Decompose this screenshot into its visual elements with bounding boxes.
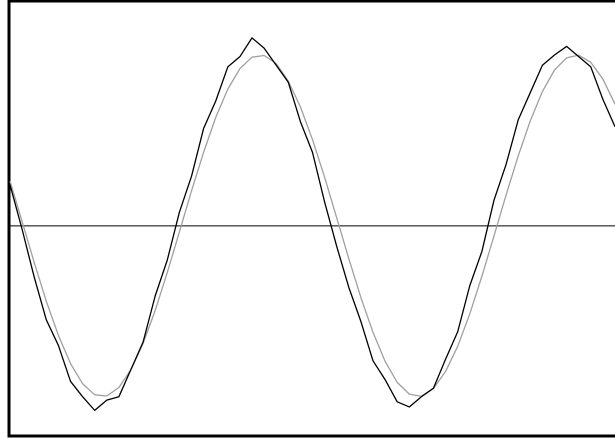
data-line <box>9 37 615 412</box>
data-line <box>9 54 615 398</box>
plot-frame <box>7 0 615 438</box>
